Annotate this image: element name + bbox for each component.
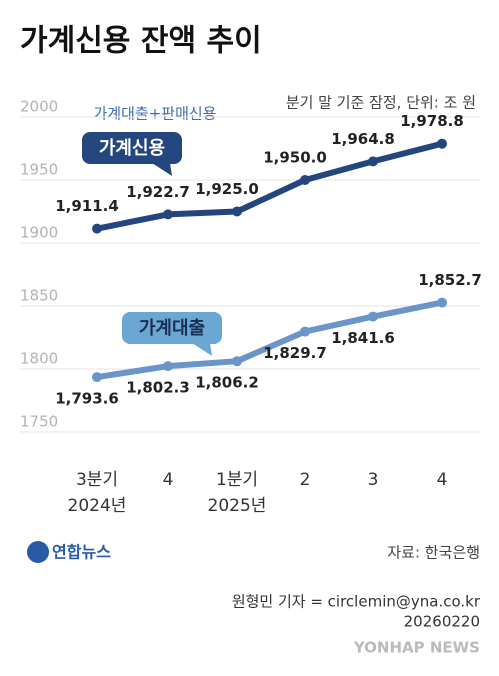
x-tick-sublabel: 2025년	[208, 496, 267, 516]
date: 20260220	[404, 613, 480, 631]
value-label: 1,911.4	[55, 197, 119, 215]
value-label: 1,829.7	[263, 344, 327, 362]
point	[368, 156, 378, 167]
legend-label: 가계대출	[139, 318, 205, 339]
credit: 원형민 기자 = circlemin@yna.co.kr	[232, 593, 481, 611]
value-label: 1,978.8	[400, 112, 464, 130]
value-label: 1,922.7	[126, 183, 190, 201]
x-tick-label: 3분기	[76, 470, 118, 490]
legend-bubble	[122, 312, 222, 344]
point	[300, 326, 310, 337]
series-line	[96, 299, 443, 381]
point	[92, 223, 102, 234]
value-label: 1,964.8	[331, 130, 395, 148]
logo-icon	[27, 541, 49, 563]
point	[92, 372, 102, 383]
y-tick-label: 1900	[20, 224, 58, 242]
point	[437, 297, 447, 308]
value-label: 1,806.2	[195, 374, 259, 392]
logo: 연합뉴스	[52, 543, 111, 562]
x-tick-label: 4	[163, 470, 174, 490]
value-label: 1,925.0	[195, 180, 259, 198]
point	[368, 311, 378, 322]
annotation: 가계대출+판매신용	[94, 105, 217, 123]
x-tick-label: 1분기	[216, 470, 258, 490]
y-tick-label: 1750	[20, 413, 58, 431]
source: 자료: 한국은행	[387, 544, 480, 562]
legend-bubble-tail	[152, 163, 172, 176]
legend-bubble	[82, 132, 182, 164]
value-label: 1,841.6	[331, 329, 395, 347]
value-label: 1,950.0	[263, 149, 327, 167]
y-tick-label: 1850	[20, 287, 58, 305]
legend-label: 가계신용	[99, 138, 165, 159]
x-tick-label: 2	[300, 470, 311, 490]
y-tick-label: 1800	[20, 350, 58, 368]
point	[232, 356, 242, 367]
point	[163, 209, 173, 220]
point	[300, 175, 310, 185]
chart-title: 가계신용 잔액 추이	[20, 24, 262, 59]
value-label: 1,852.7	[418, 271, 482, 289]
value-label: 1,793.6	[55, 390, 119, 408]
series-line	[96, 140, 443, 232]
point	[437, 138, 447, 149]
point	[232, 206, 242, 217]
point	[163, 361, 173, 372]
watermark: YONHAP NEWS	[353, 639, 480, 657]
value-label: 1,802.3	[126, 379, 190, 397]
subtitle: 분기 말 기준 잠정, 단위: 조 원	[286, 94, 476, 112]
x-tick-label: 4	[437, 470, 448, 490]
x-tick-sublabel: 2024년	[68, 496, 127, 516]
y-tick-label: 1950	[20, 161, 58, 179]
x-tick-label: 3	[368, 470, 379, 490]
legend-bubble-tail	[192, 343, 212, 356]
y-tick-label: 2000	[20, 98, 58, 116]
